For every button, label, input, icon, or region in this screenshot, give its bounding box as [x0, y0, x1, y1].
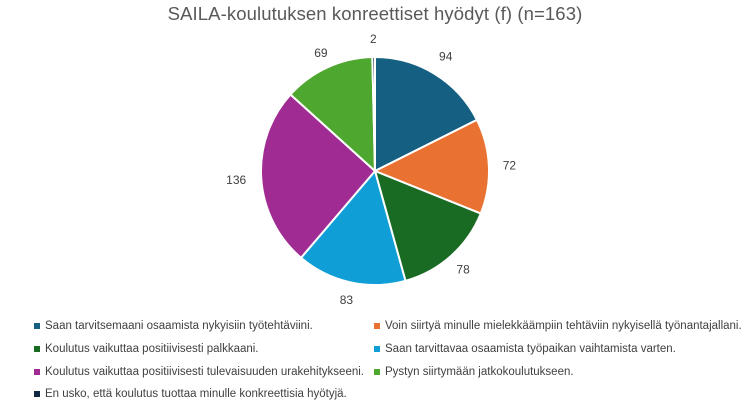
legend-label: Koulutus vaikuttaa positiivisesti palkka… — [45, 343, 259, 355]
legend-label: Saan tarvittavaa osaamista työpaikan vai… — [385, 343, 676, 355]
legend-marker-icon — [34, 323, 40, 329]
legend-label: Koulutus vaikuttaa positiivisesti tuleva… — [45, 366, 364, 378]
pie-slice — [299, 168, 407, 286]
pie-slices — [260, 55, 491, 286]
legend-label: Pystyn siirtymään jatkokoulutukseen. — [385, 366, 574, 378]
chart-title: SAILA-koulutuksen konreettiset hyödyt (f… — [167, 3, 583, 24]
legend-item: Koulutus vaikuttaa positiivisesti tuleva… — [34, 366, 364, 378]
data-label: 69 — [314, 46, 328, 60]
pie-slice — [372, 118, 491, 215]
legend-marker-icon — [34, 346, 40, 352]
data-label: 72 — [503, 159, 517, 173]
legend-item: Saan tarvitsemaani osaamista nykyisiin t… — [34, 320, 313, 332]
legend-marker-icon — [374, 323, 380, 329]
pie-slice — [260, 93, 377, 260]
data-label: 2 — [370, 32, 377, 46]
data-label: 83 — [340, 293, 354, 307]
legend-item: Saan tarvittavaa osaamista työpaikan vai… — [374, 343, 676, 355]
data-label: 94 — [439, 50, 453, 64]
legend-item: Voin siirtyä minulle mielekkäämpiin teht… — [374, 320, 742, 332]
legend-label: En usko, että koulutus tuottaa minulle k… — [45, 388, 347, 400]
legend-marker-icon — [34, 391, 40, 397]
data-label: 78 — [456, 263, 470, 277]
legend-item: Pystyn siirtymään jatkokoulutukseen. — [374, 366, 574, 378]
pie-slice — [289, 56, 377, 174]
legend-item: Koulutus vaikuttaa positiivisesti palkka… — [34, 343, 259, 355]
data-label: 136 — [226, 173, 246, 187]
pie-slice — [374, 55, 479, 173]
pie-slice — [371, 55, 376, 172]
legend-marker-icon — [34, 369, 40, 375]
legend-item: En usko, että koulutus tuottaa minulle k… — [34, 388, 347, 400]
pie-slice — [373, 169, 483, 283]
data-labels: 94 72 78 83 136 69 2 — [226, 32, 516, 307]
legend-marker-icon — [374, 369, 380, 375]
legend-label: Voin siirtyä minulle mielekkäämpiin teht… — [385, 320, 742, 332]
legend-label: Saan tarvitsemaani osaamista nykyisiin t… — [45, 320, 313, 332]
legend-marker-icon — [374, 346, 380, 352]
